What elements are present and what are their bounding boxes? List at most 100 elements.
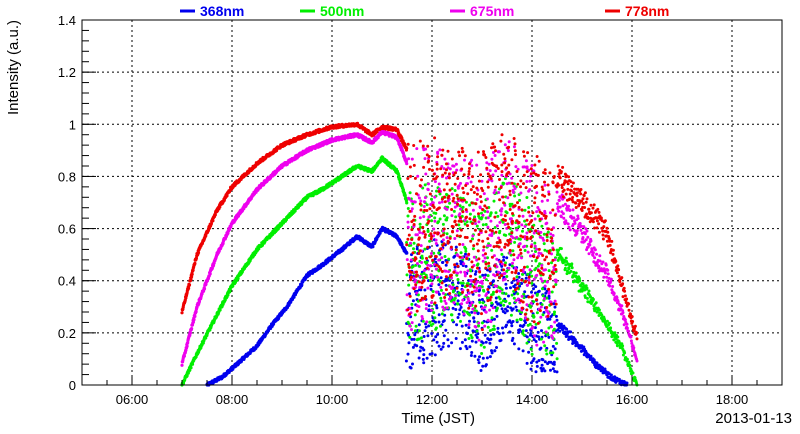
data-point-500nm bbox=[517, 225, 521, 229]
data-point-368nm bbox=[532, 338, 536, 342]
data-point-368nm bbox=[517, 331, 521, 334]
data-point-675nm bbox=[523, 225, 527, 228]
data-point-500nm bbox=[421, 319, 425, 323]
data-point-500nm bbox=[570, 266, 574, 270]
data-point-368nm bbox=[501, 326, 504, 330]
data-point-778nm bbox=[193, 261, 197, 265]
data-point-675nm bbox=[557, 209, 561, 213]
data-point-500nm bbox=[408, 191, 412, 195]
data-point-368nm bbox=[411, 362, 414, 366]
data-point-368nm bbox=[460, 324, 464, 328]
data-point-368nm bbox=[541, 367, 545, 371]
data-point-675nm bbox=[426, 286, 430, 290]
data-point-675nm bbox=[503, 277, 507, 281]
data-point-500nm bbox=[544, 348, 548, 352]
data-point-675nm bbox=[623, 318, 627, 322]
data-point-500nm bbox=[458, 292, 462, 296]
data-point-368nm bbox=[423, 288, 427, 292]
data-point-675nm bbox=[545, 280, 549, 284]
data-point-368nm bbox=[484, 340, 488, 344]
data-point-500nm bbox=[492, 199, 496, 203]
data-point-500nm bbox=[428, 320, 432, 324]
data-point-500nm bbox=[492, 290, 495, 294]
data-point-500nm bbox=[478, 275, 482, 279]
data-point-368nm bbox=[573, 338, 577, 342]
data-point-675nm bbox=[495, 224, 499, 228]
data-point-368nm bbox=[532, 287, 535, 291]
data-point-368nm bbox=[485, 356, 489, 360]
data-point-675nm bbox=[410, 199, 414, 203]
data-point-368nm bbox=[553, 305, 557, 309]
data-point-675nm bbox=[437, 182, 441, 186]
data-point-368nm bbox=[543, 360, 547, 364]
data-point-368nm bbox=[454, 245, 458, 249]
data-point-500nm bbox=[488, 329, 492, 333]
data-point-368nm bbox=[473, 354, 477, 358]
data-point-675nm bbox=[542, 340, 546, 344]
data-point-500nm bbox=[515, 318, 519, 322]
data-point-500nm bbox=[521, 329, 525, 333]
data-point-368nm bbox=[625, 381, 629, 385]
data-point-675nm bbox=[568, 209, 572, 212]
data-point-675nm bbox=[516, 297, 520, 301]
data-point-368nm bbox=[441, 345, 445, 349]
data-point-675nm bbox=[461, 243, 465, 246]
data-point-675nm bbox=[208, 272, 212, 276]
data-point-368nm bbox=[589, 354, 593, 358]
data-point-500nm bbox=[511, 249, 515, 253]
data-point-675nm bbox=[417, 305, 421, 309]
data-point-500nm bbox=[471, 247, 475, 251]
data-point-368nm bbox=[523, 290, 527, 294]
data-point-675nm bbox=[471, 234, 475, 238]
data-point-675nm bbox=[553, 320, 557, 324]
data-point-368nm bbox=[463, 338, 467, 342]
data-point-675nm bbox=[426, 263, 430, 267]
data-point-500nm bbox=[584, 284, 588, 288]
data-point-675nm bbox=[542, 238, 546, 242]
data-point-675nm bbox=[407, 157, 411, 161]
data-point-368nm bbox=[484, 363, 488, 367]
data-point-500nm bbox=[547, 269, 551, 273]
data-point-500nm bbox=[445, 232, 449, 236]
data-point-675nm bbox=[455, 229, 459, 233]
data-point-368nm bbox=[473, 272, 477, 276]
data-point-500nm bbox=[534, 250, 537, 253]
data-point-675nm bbox=[202, 287, 207, 291]
data-point-500nm bbox=[479, 343, 483, 347]
data-point-500nm bbox=[443, 255, 447, 258]
data-point-675nm bbox=[475, 289, 479, 293]
data-point-675nm bbox=[551, 336, 555, 340]
data-point-500nm bbox=[513, 240, 517, 244]
data-point-500nm bbox=[464, 247, 468, 251]
data-point-368nm bbox=[470, 339, 474, 343]
data-point-675nm bbox=[451, 285, 455, 289]
data-point-368nm bbox=[430, 352, 434, 355]
data-point-675nm bbox=[499, 248, 503, 252]
data-point-675nm bbox=[481, 213, 485, 217]
data-point-368nm bbox=[453, 254, 457, 258]
data-point-500nm bbox=[510, 264, 514, 268]
data-point-675nm bbox=[180, 363, 184, 367]
data-point-675nm bbox=[591, 251, 595, 255]
data-point-368nm bbox=[558, 329, 562, 333]
data-point-500nm bbox=[522, 292, 526, 296]
data-point-368nm bbox=[501, 331, 505, 335]
data-point-368nm bbox=[518, 324, 522, 328]
data-point-675nm bbox=[497, 150, 501, 154]
data-point-368nm bbox=[415, 247, 419, 251]
data-point-368nm bbox=[603, 367, 607, 371]
data-point-368nm bbox=[434, 320, 437, 324]
data-point-675nm bbox=[463, 158, 466, 162]
data-point-675nm bbox=[444, 302, 448, 305]
data-point-500nm bbox=[605, 319, 609, 323]
data-point-500nm bbox=[546, 230, 550, 234]
data-point-675nm bbox=[439, 285, 443, 289]
data-point-368nm bbox=[495, 346, 498, 349]
data-point-368nm bbox=[525, 335, 529, 339]
data-point-675nm bbox=[506, 196, 510, 200]
data-point-500nm bbox=[403, 193, 407, 197]
data-point-675nm bbox=[606, 268, 610, 272]
data-point-500nm bbox=[570, 262, 574, 266]
data-point-675nm bbox=[525, 283, 529, 287]
data-point-500nm bbox=[552, 327, 556, 331]
